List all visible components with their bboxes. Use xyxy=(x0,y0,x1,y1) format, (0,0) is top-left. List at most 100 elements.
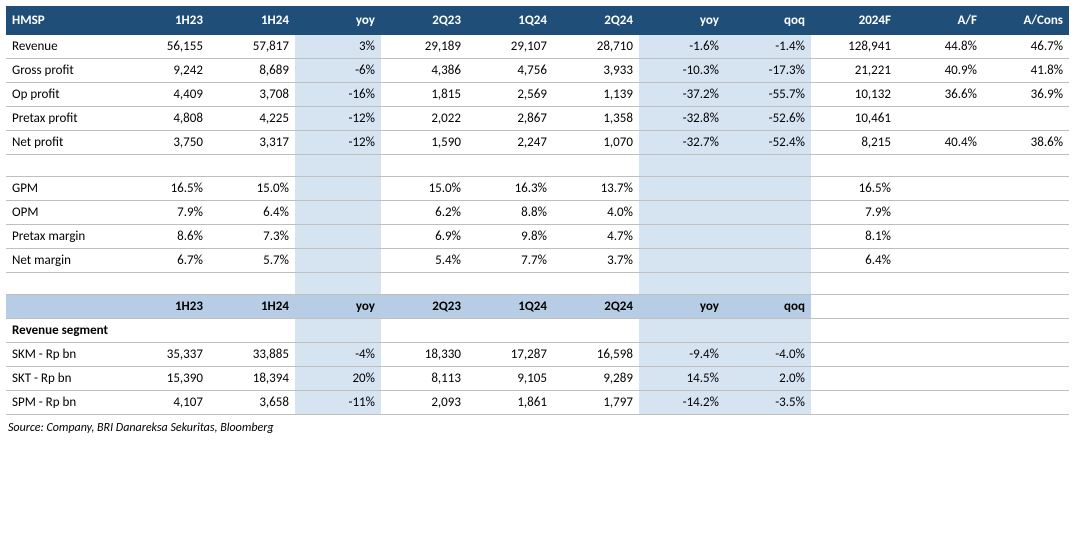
cell: 15.0% xyxy=(209,177,295,201)
cell: 3,933 xyxy=(553,59,639,83)
cell: 35,337 xyxy=(123,343,209,367)
subheader-row: 1H231H24yoy2Q231Q242Q24yoyqoq xyxy=(6,295,1069,319)
cell: 8,113 xyxy=(381,367,467,391)
col-header: 1H23 xyxy=(123,6,209,35)
cell: Revenue segment xyxy=(6,319,123,343)
cell: 28,710 xyxy=(553,35,639,59)
cell: 4,107 xyxy=(123,391,209,415)
cell: 4,409 xyxy=(123,83,209,107)
cell xyxy=(983,155,1069,177)
margin-row: OPM7.9%6.4%6.2%8.8%4.0%7.9% xyxy=(6,201,1069,225)
cell: 9,289 xyxy=(553,367,639,391)
subheader-cell: yoy xyxy=(295,295,381,319)
cell xyxy=(639,225,725,249)
cell: 21,221 xyxy=(811,59,897,83)
cell xyxy=(897,249,983,273)
cell xyxy=(983,177,1069,201)
cell: 1,797 xyxy=(553,391,639,415)
cell: 38.6% xyxy=(983,131,1069,155)
spacer-row xyxy=(6,273,1069,295)
cell: 16.5% xyxy=(811,177,897,201)
cell: -4.0% xyxy=(725,343,811,367)
cell: 1,861 xyxy=(467,391,553,415)
cell xyxy=(639,249,725,273)
cell: 6.2% xyxy=(381,201,467,225)
col-header: yoy xyxy=(639,6,725,35)
cell: 18,394 xyxy=(209,367,295,391)
cell: 13.7% xyxy=(553,177,639,201)
cell xyxy=(6,155,123,177)
cell: 41.8% xyxy=(983,59,1069,83)
cell xyxy=(983,319,1069,343)
cell: 14.5% xyxy=(639,367,725,391)
segment-row: SPM - Rp bn4,1073,658-11%2,0931,8611,797… xyxy=(6,391,1069,415)
cell: 15.0% xyxy=(381,177,467,201)
col-header: A/Cons xyxy=(983,6,1069,35)
cell: 128,941 xyxy=(811,35,897,59)
cell xyxy=(123,319,209,343)
cell xyxy=(6,273,123,295)
cell: -55.7% xyxy=(725,83,811,107)
cell: SKM - Rp bn xyxy=(6,343,123,367)
cell: 3,750 xyxy=(123,131,209,155)
cell xyxy=(725,155,811,177)
cell: -14.2% xyxy=(639,391,725,415)
subheader-cell: qoq xyxy=(725,295,811,319)
cell xyxy=(897,391,983,415)
cell: 6.7% xyxy=(123,249,209,273)
cell: -12% xyxy=(295,131,381,155)
cell xyxy=(381,155,467,177)
spacer-row xyxy=(6,155,1069,177)
cell: SKT - Rp bn xyxy=(6,367,123,391)
cell xyxy=(553,155,639,177)
cell: 4.0% xyxy=(553,201,639,225)
cell xyxy=(983,343,1069,367)
cell xyxy=(897,107,983,131)
cell: 1,815 xyxy=(381,83,467,107)
cell: 2,247 xyxy=(467,131,553,155)
cell: 3.7% xyxy=(553,249,639,273)
cell: 5.7% xyxy=(209,249,295,273)
cell xyxy=(983,391,1069,415)
cell: -3.5% xyxy=(725,391,811,415)
cell: 9,105 xyxy=(467,367,553,391)
cell: Net profit xyxy=(6,131,123,155)
cell xyxy=(295,177,381,201)
table-header: HMSP1H231H24yoy2Q231Q242Q24yoyqoq2024FA/… xyxy=(6,6,1069,35)
cell xyxy=(983,367,1069,391)
cell: Op profit xyxy=(6,83,123,107)
cell xyxy=(639,155,725,177)
cell: 6.4% xyxy=(209,201,295,225)
cell: 10,132 xyxy=(811,83,897,107)
cell xyxy=(811,155,897,177)
col-header: yoy xyxy=(295,6,381,35)
col-header: 2Q24 xyxy=(553,6,639,35)
cell: 17,287 xyxy=(467,343,553,367)
cell: Pretax margin xyxy=(6,225,123,249)
cell xyxy=(467,273,553,295)
cell xyxy=(295,273,381,295)
margin-row: Net margin6.7%5.7%5.4%7.7%3.7%6.4% xyxy=(6,249,1069,273)
subheader-cell: 1H23 xyxy=(123,295,209,319)
cell: -37.2% xyxy=(639,83,725,107)
col-header: HMSP xyxy=(6,6,123,35)
data-row: Gross profit9,2428,689-6%4,3864,7563,933… xyxy=(6,59,1069,83)
cell xyxy=(897,177,983,201)
cell: 36.9% xyxy=(983,83,1069,107)
cell xyxy=(381,319,467,343)
cell: 5.4% xyxy=(381,249,467,273)
cell xyxy=(725,177,811,201)
subheader-cell xyxy=(6,295,123,319)
cell xyxy=(983,201,1069,225)
cell: 7.7% xyxy=(467,249,553,273)
cell xyxy=(897,273,983,295)
cell: 3,317 xyxy=(209,131,295,155)
cell: 4.7% xyxy=(553,225,639,249)
cell: 4,756 xyxy=(467,59,553,83)
cell: -11% xyxy=(295,391,381,415)
cell: 4,808 xyxy=(123,107,209,131)
cell: 40.4% xyxy=(897,131,983,155)
cell xyxy=(811,343,897,367)
cell xyxy=(897,201,983,225)
cell: -52.4% xyxy=(725,131,811,155)
